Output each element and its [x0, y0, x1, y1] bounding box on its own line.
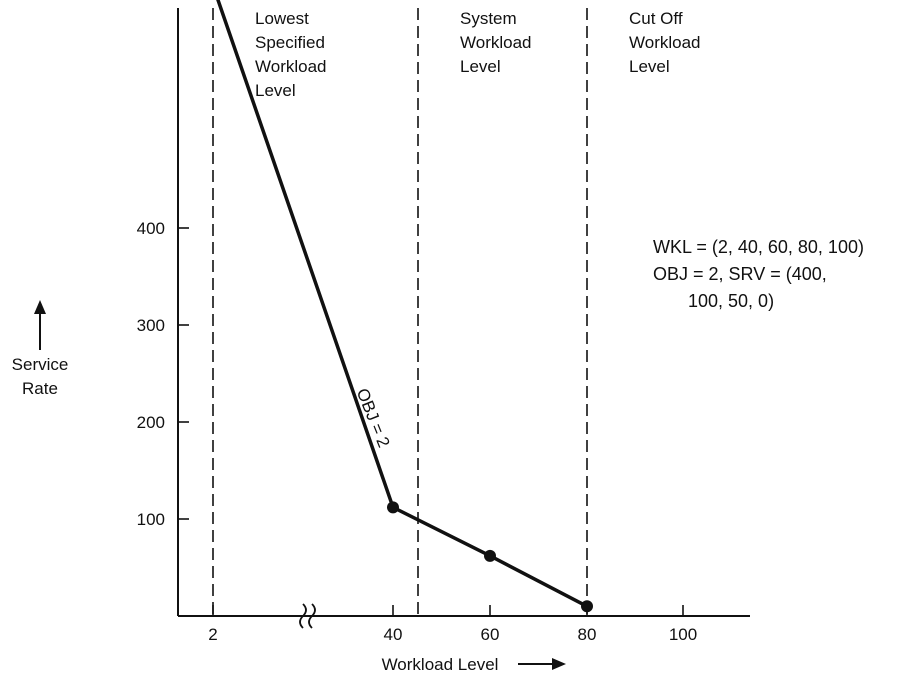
x-axis-label-group: Workload Level [382, 655, 566, 674]
annotation-block: WKL = (2, 40, 60, 80, 100) OBJ = 2, SRV =… [653, 237, 864, 311]
x-axis-break-mark [299, 603, 316, 629]
data-point-80 [581, 600, 593, 613]
x-axis-label: Workload Level [382, 655, 499, 674]
x-tick-label-60: 60 [481, 625, 500, 644]
annotation-line-2: OBJ = 2, SRV = (400, [653, 264, 827, 284]
annotation-line-3: 100, 50, 0) [688, 291, 774, 311]
segment-label: OBJ = 2 [353, 386, 394, 451]
x-tick-label-40: 40 [384, 625, 403, 644]
x-tick-label-2: 2 [208, 625, 217, 644]
y-axis-label: Service Rate [12, 355, 69, 398]
x-tick-label-100: 100 [669, 625, 697, 644]
data-point-60 [484, 549, 496, 562]
y-tick-label-200: 200 [137, 413, 165, 432]
data-point-40 [387, 501, 399, 514]
y-tick-label-400: 400 [137, 219, 165, 238]
reference-label-2: System Workload Level [460, 9, 532, 76]
annotation-line-1: WKL = (2, 40, 60, 80, 100) [653, 237, 864, 257]
series-line [216, 0, 588, 608]
reference-label-3: Cut Off Workload Level [629, 9, 701, 76]
y-tick-label-100: 100 [137, 510, 165, 529]
reference-label-1: Lowest Specified Workload Level [255, 9, 327, 100]
y-axis-label-group: Service Rate [12, 300, 69, 398]
x-tick-label-80: 80 [578, 625, 597, 644]
y-tick-label-300: 300 [137, 316, 165, 335]
